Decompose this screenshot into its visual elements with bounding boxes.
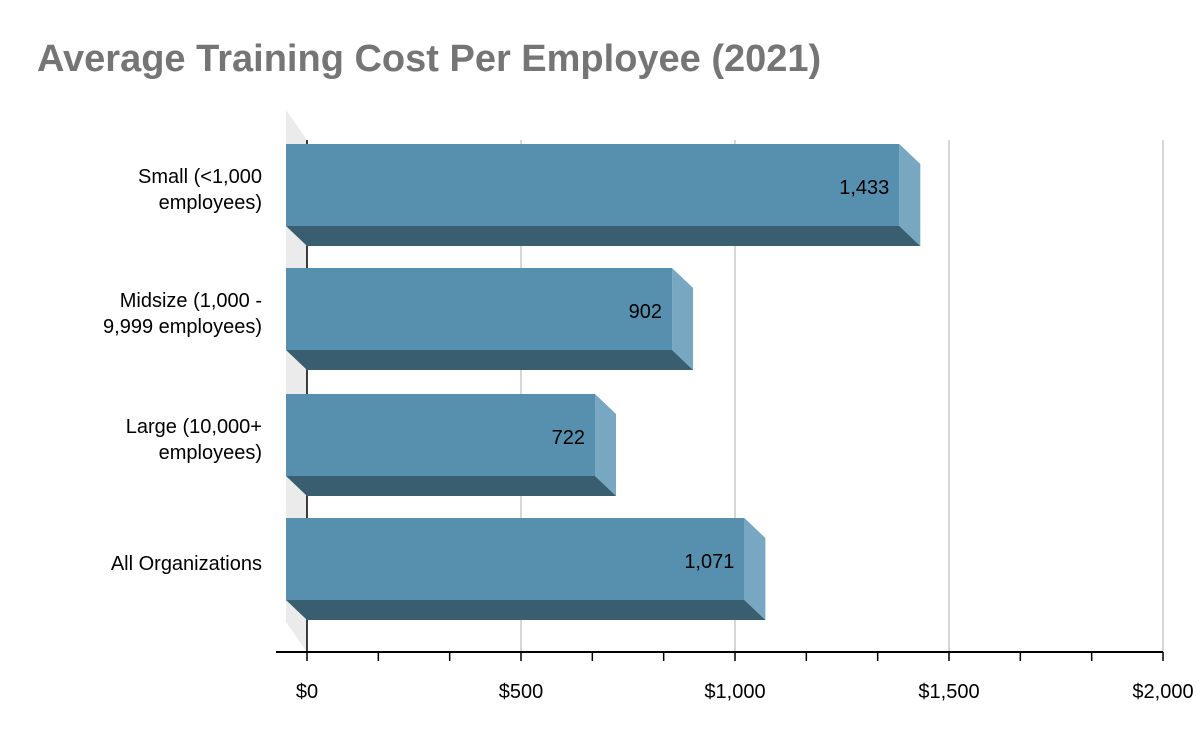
x-tick-label: $1,500 — [918, 681, 979, 703]
chart-title: Average Training Cost Per Employee (2021… — [37, 38, 822, 80]
bar-front — [286, 394, 596, 476]
bar — [286, 394, 617, 496]
bar-bottom — [286, 350, 694, 370]
bar — [286, 144, 921, 246]
bar — [286, 268, 694, 370]
chart-bars — [286, 144, 921, 620]
bar-bottom — [286, 226, 921, 246]
x-tick-label: $0 — [296, 681, 318, 703]
bar-bottom — [286, 600, 766, 620]
category-label-line: 9,999 employees) — [103, 316, 262, 338]
category-label-line: employees) — [159, 192, 262, 214]
x-tick-label: $2,000 — [1132, 681, 1193, 703]
x-tick-label: $1,000 — [704, 681, 765, 703]
bar-side — [672, 268, 694, 370]
category-label-line: Large (10,000+ — [126, 416, 262, 438]
chart-back-wall — [286, 110, 307, 652]
category-label: All Organizations — [111, 553, 262, 575]
data-label: 722 — [552, 427, 585, 449]
chart-axis — [276, 651, 1164, 661]
category-label-line: All Organizations — [111, 553, 262, 575]
category-label-line: Midsize (1,000 - — [120, 290, 262, 312]
data-label: 1,071 — [684, 551, 734, 573]
data-label: 902 — [629, 301, 662, 323]
category-label: Large (10,000+ employees) — [126, 416, 262, 464]
bar-bottom — [286, 476, 617, 496]
bar-front — [286, 144, 900, 226]
bar-side — [899, 144, 921, 246]
bar-side — [744, 518, 766, 620]
bar-front — [286, 268, 673, 350]
category-label-line: employees) — [159, 442, 262, 464]
category-label: Midsize (1,000 - 9,999 employees) — [103, 290, 262, 338]
chart-side-wall — [286, 110, 307, 652]
bar-front — [286, 518, 745, 600]
x-tick-label: $500 — [499, 681, 544, 703]
chart-labels: 1,433 Small (<1,000 employees) 902 Midsize (… — [103, 166, 1194, 703]
category-label: Small (<1,000 employees) — [138, 166, 262, 214]
bar — [286, 518, 766, 620]
category-label-line: Small (<1,000 — [138, 166, 262, 188]
data-label: 1,433 — [839, 177, 889, 199]
bar-side — [595, 394, 617, 496]
